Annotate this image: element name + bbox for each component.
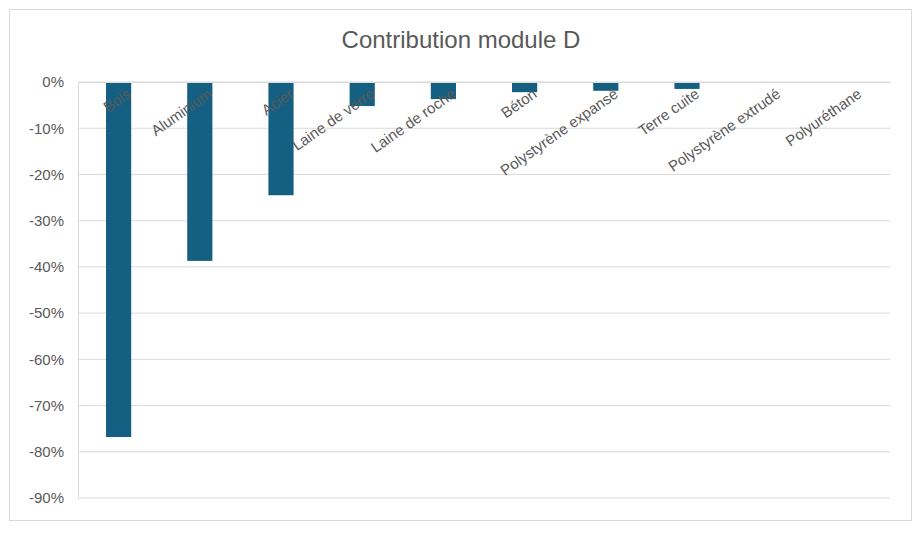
- y-tick: -10%: [29, 120, 78, 137]
- y-tick-label: -10%: [29, 120, 64, 137]
- x-tick: Béton: [498, 82, 540, 121]
- y-tick: -40%: [29, 258, 78, 275]
- y-tick-label: -60%: [29, 351, 64, 368]
- x-tick: Polyuréthane: [782, 82, 864, 149]
- y-tick-label: -30%: [29, 212, 64, 229]
- bars: [106, 82, 700, 437]
- y-tick-label: 0%: [42, 73, 64, 90]
- x-tick-label: Terre cuite: [635, 85, 702, 139]
- y-tick-label: -70%: [29, 397, 64, 414]
- x-axis: Bois Aluminium AcierLaine de verreLaine de…: [79, 82, 891, 179]
- x-tick-label: Polystyrène extrudé: [665, 85, 783, 175]
- x-tick-label: Laine de roche: [367, 85, 458, 156]
- y-tick: -90%: [29, 489, 78, 506]
- x-tick: Aluminium: [148, 82, 215, 139]
- x-tick: Acier: [258, 82, 296, 118]
- y-tick-label: -50%: [29, 304, 64, 321]
- x-tick: Laine de verre: [289, 82, 377, 154]
- chart: Contribution module D 0% -10% -20% -30% -40% -…: [0, 0, 922, 535]
- y-axis-line: [78, 83, 79, 499]
- y-tick: -60%: [29, 351, 78, 368]
- x-tick: Polystyrène extrudé: [665, 82, 783, 175]
- x-tick: Laine de roche: [367, 82, 458, 156]
- x-tick-label: Laine de verre: [289, 85, 377, 154]
- grid: [78, 82, 890, 498]
- x-axis-line: [79, 82, 891, 83]
- title: Contribution module D: [342, 26, 581, 53]
- grid-line: [78, 405, 890, 406]
- x-tick: Terre cuite: [635, 82, 702, 139]
- y-tick: -50%: [29, 304, 78, 321]
- y-tick: -20%: [29, 166, 78, 183]
- grid-line: [78, 82, 890, 83]
- x-tick: Polystyrène expansé: [497, 82, 621, 179]
- x-tick-label: Polystyrène expansé: [497, 85, 621, 179]
- y-tick: -70%: [29, 397, 78, 414]
- y-axis: 0% -10% -20% -30% -40% -50% -60% -70% -80% -90%: [29, 73, 79, 506]
- y-tick: 0%: [42, 73, 78, 90]
- chart-frame: [10, 10, 912, 521]
- x-tick-label: Acier: [258, 85, 296, 119]
- y-tick-label: -90%: [29, 489, 64, 506]
- bar: [106, 82, 131, 437]
- grid-line: [78, 266, 890, 267]
- x-tick-label: Polyuréthane: [782, 85, 864, 150]
- x-tick: Bois: [100, 82, 134, 115]
- y-tick-label: -80%: [29, 443, 64, 460]
- y-tick: -80%: [29, 443, 78, 460]
- y-tick-label: -40%: [29, 258, 64, 275]
- y-tick: -30%: [29, 212, 78, 229]
- plot: 0% -10% -20% -30% -40% -50% -60% -70% -80% -90% Bo…: [29, 73, 891, 506]
- grid-line: [78, 359, 890, 360]
- grid-line: [78, 451, 890, 452]
- grid-line: [78, 498, 890, 499]
- x-tick-label: Bois: [100, 85, 134, 116]
- x-tick-label: Aluminium: [148, 85, 215, 139]
- x-tick-label: Béton: [498, 85, 540, 121]
- y-tick-label: -20%: [29, 166, 64, 183]
- grid-line: [78, 313, 890, 314]
